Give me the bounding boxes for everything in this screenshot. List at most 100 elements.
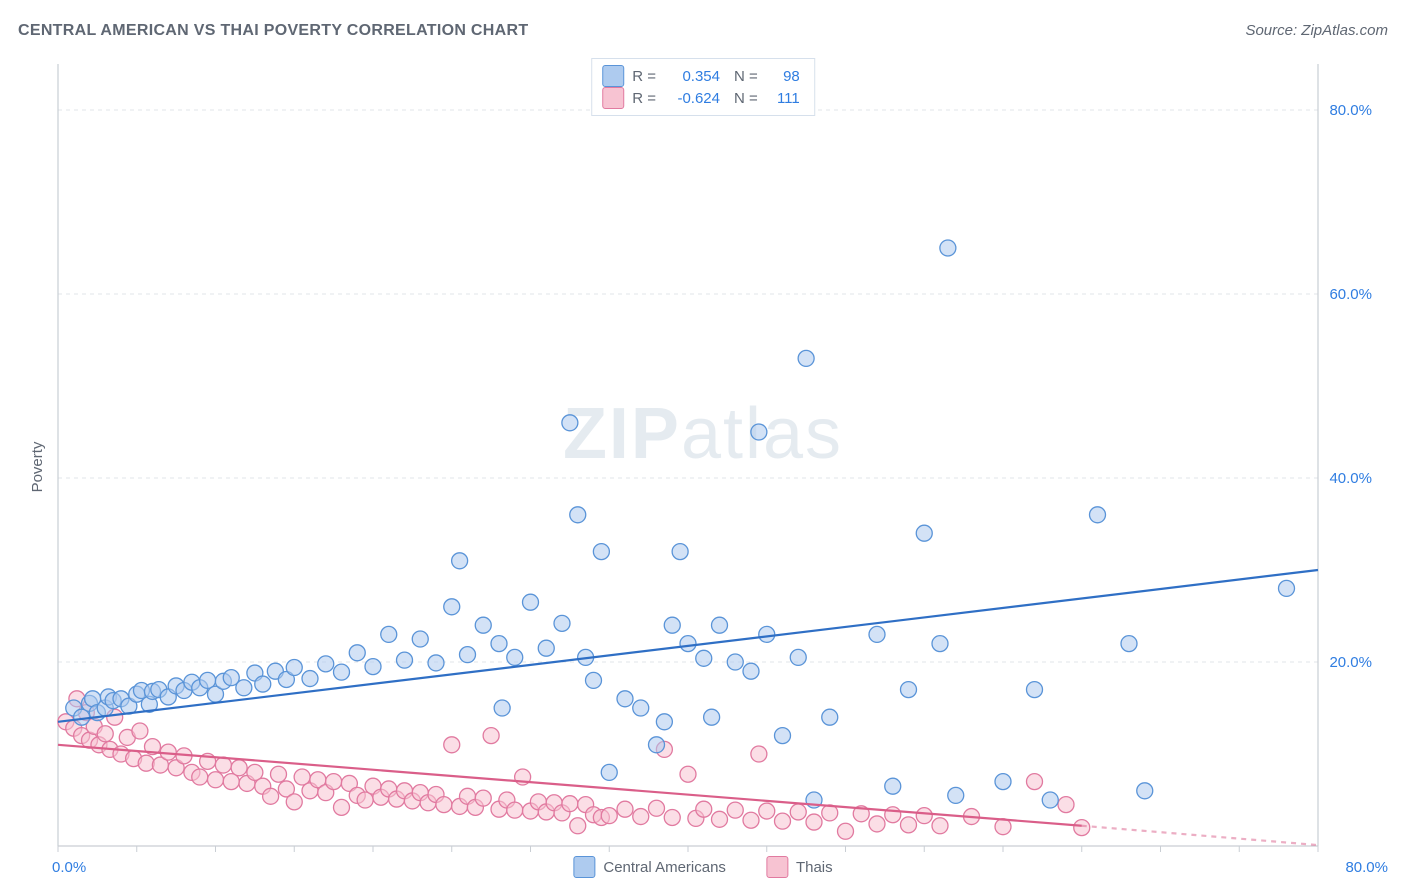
thais-point <box>664 809 680 825</box>
central_americans-point <box>475 617 491 633</box>
y-axis-title: Poverty <box>29 442 46 493</box>
thais-point <box>1058 797 1074 813</box>
thais-point <box>271 766 287 782</box>
central_americans-point <box>664 617 680 633</box>
central_americans-point <box>901 682 917 698</box>
n-label: N = <box>734 68 758 85</box>
central_americans-point <box>672 544 688 560</box>
r-label: R = <box>632 68 656 85</box>
central_americans-point <box>554 615 570 631</box>
central_americans-point <box>995 774 1011 790</box>
central_americans-point <box>775 728 791 744</box>
thais-point <box>838 823 854 839</box>
legend-row-thais: R = -0.624 N = 111 <box>602 87 800 109</box>
thais-point <box>759 803 775 819</box>
central_americans-point <box>932 636 948 652</box>
central_americans-point <box>1279 580 1295 596</box>
n-value: 111 <box>766 90 800 107</box>
r-value: -0.624 <box>664 90 720 107</box>
central_americans-point <box>680 636 696 652</box>
thais-point <box>885 807 901 823</box>
thais-point <box>869 816 885 832</box>
central_americans-point <box>318 656 334 672</box>
thais-point <box>436 797 452 813</box>
thais-point <box>1027 774 1043 790</box>
thais-point <box>743 812 759 828</box>
central_americans-point <box>452 553 468 569</box>
central_americans-point <box>916 525 932 541</box>
series-legend: Central AmericansThais <box>573 856 832 878</box>
central_americans-point <box>562 415 578 431</box>
thais-point <box>751 746 767 762</box>
central_americans-point <box>633 700 649 716</box>
central_americans-point <box>334 664 350 680</box>
thais-point <box>192 769 208 785</box>
thais-point <box>132 723 148 739</box>
central_americans-point <box>696 650 712 666</box>
thais-point <box>334 799 350 815</box>
thais-point <box>806 814 822 830</box>
correlation-legend: R = 0.354 N = 98 R = -0.624 N = 111 <box>591 58 815 116</box>
legend-swatch <box>573 856 595 878</box>
central_americans-point <box>751 424 767 440</box>
legend-swatch <box>766 856 788 878</box>
thais-point <box>775 813 791 829</box>
central_americans-point <box>940 240 956 256</box>
central_americans-point <box>712 617 728 633</box>
n-label: N = <box>734 90 758 107</box>
central_americans-point <box>444 599 460 615</box>
series-legend-central_americans: Central Americans <box>573 856 726 878</box>
central_americans-point <box>494 700 510 716</box>
y-tick-label: 20.0% <box>1329 654 1372 671</box>
central_americans-point <box>302 671 318 687</box>
central_americans-point <box>460 647 476 663</box>
central_americans-point <box>507 649 523 665</box>
thais-point <box>231 760 247 776</box>
thais-point <box>649 800 665 816</box>
central_americans-point <box>1042 792 1058 808</box>
source-label: Source: ZipAtlas.com <box>1245 22 1388 39</box>
central_americans-point <box>727 654 743 670</box>
central_americans-point <box>885 778 901 794</box>
x-axis-max-label: 80.0% <box>1345 859 1388 876</box>
legend-swatch <box>602 65 624 87</box>
central_americans-point <box>365 659 381 675</box>
central_americans-point <box>381 626 397 642</box>
r-label: R = <box>632 90 656 107</box>
thais-point <box>562 796 578 812</box>
central_americans-point <box>798 350 814 366</box>
thais-point <box>617 801 633 817</box>
thais-point <box>138 755 154 771</box>
thais-point <box>901 817 917 833</box>
central_americans-point <box>349 645 365 661</box>
central_americans-point <box>1121 636 1137 652</box>
thais-point <box>475 790 491 806</box>
central_americans-point <box>790 649 806 665</box>
plot-area: Poverty ZIPatlas 20.0%40.0%60.0%80.0% R … <box>18 54 1388 880</box>
central_americans-point <box>948 787 964 803</box>
central_americans-point <box>236 680 252 696</box>
central_americans-point <box>523 594 539 610</box>
thais-point <box>932 818 948 834</box>
thais-point <box>483 728 499 744</box>
r-value: 0.354 <box>664 68 720 85</box>
central_americans-point <box>286 660 302 676</box>
thais-point <box>263 788 279 804</box>
central_americans-point <box>656 714 672 730</box>
thais-point <box>790 804 806 820</box>
central_americans-point <box>586 672 602 688</box>
thais-point <box>916 808 932 824</box>
central_americans-point <box>397 652 413 668</box>
thais-trendline-ext <box>1082 826 1318 845</box>
n-value: 98 <box>766 68 800 85</box>
central_americans-point <box>412 631 428 647</box>
thais-point <box>570 818 586 834</box>
y-tick-label: 40.0% <box>1329 470 1372 487</box>
thais-point <box>208 772 224 788</box>
central_americans-point <box>759 626 775 642</box>
y-tick-label: 60.0% <box>1329 286 1372 303</box>
central_americans-point <box>1137 783 1153 799</box>
legend-swatch <box>602 87 624 109</box>
thais-point <box>286 794 302 810</box>
central_americans-point <box>743 663 759 679</box>
